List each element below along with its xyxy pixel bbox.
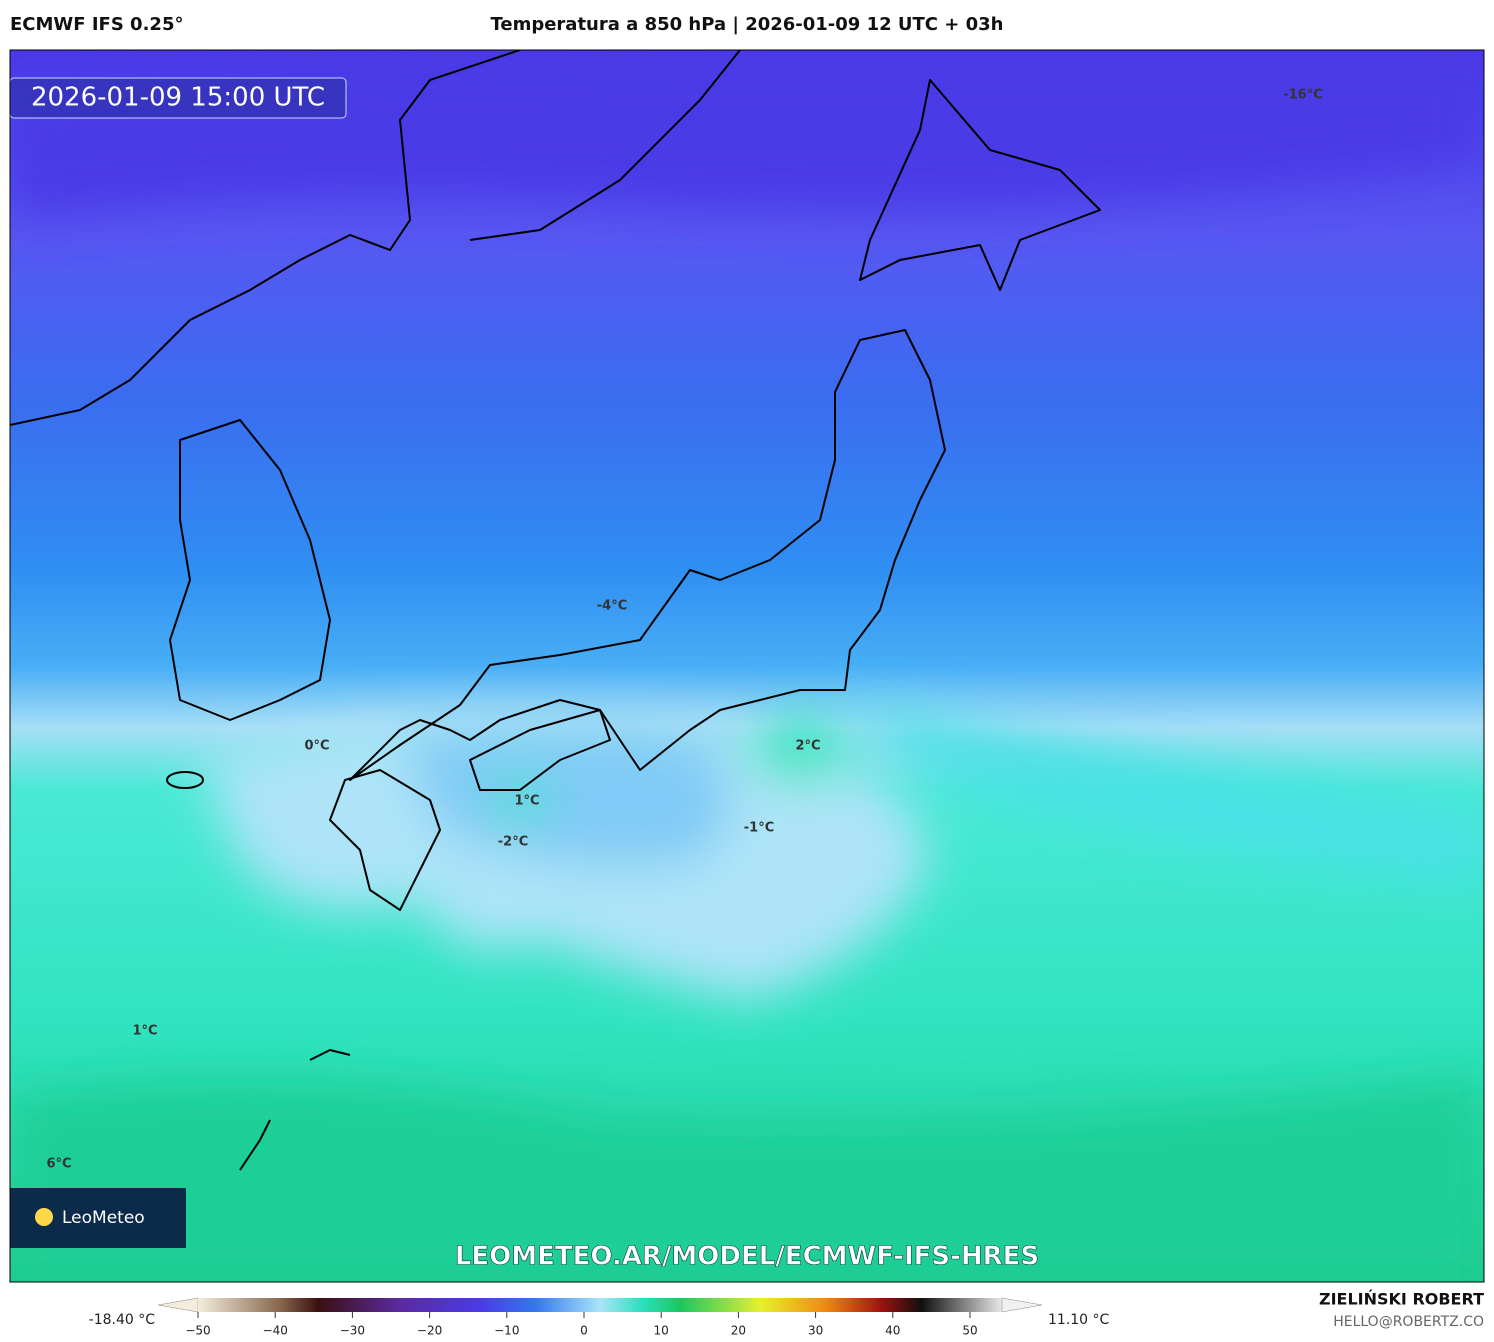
map-title: Temperatura a 850 hPa | 2026-01-09 12 UT… (490, 14, 1003, 35)
colorbar-min-label: -18.40 °C (89, 1312, 156, 1328)
colorbar-tick-label: −30 (340, 1324, 365, 1338)
map-frame (9, 49, 1485, 1283)
colorbar-tick-label: −20 (417, 1324, 442, 1338)
colorbar-tick-label: 50 (962, 1324, 977, 1338)
colorbar-tick-label: −40 (263, 1324, 288, 1338)
contour-label: -16°C (1283, 88, 1323, 103)
contour-label: 6°C (46, 1157, 71, 1172)
colorbar-max-arrow (1001, 1297, 1043, 1313)
logo: LeoMeteo (62, 1208, 145, 1228)
contour-label: 1°C (132, 1024, 157, 1039)
colorbar (157, 1297, 1043, 1313)
colorbar-min-arrow (157, 1297, 199, 1313)
colorbar-tick-label: 10 (654, 1324, 669, 1338)
contact: HELLO@ROBERTZ.CO (1333, 1314, 1484, 1330)
colorbar-tick-label: −50 (185, 1324, 210, 1338)
valid-time: 2026-01-09 15:00 UTC (31, 83, 325, 113)
colorbar-bar (198, 1298, 1002, 1312)
colorbar-tick-label: 30 (808, 1324, 823, 1338)
colorbar-max-label: 11.10 °C (1048, 1312, 1110, 1328)
author: ZIELIŃSKI ROBERT (1319, 1290, 1484, 1309)
contour-label: -4°C (597, 599, 627, 614)
colorbar-tick-label: 0 (580, 1324, 588, 1338)
logo-sun (35, 1208, 53, 1226)
contour-label: 0°C (304, 739, 329, 754)
colorbar-tick-label: −10 (494, 1324, 519, 1338)
temperature-field (10, 50, 1484, 1282)
contour-label: -1°C (744, 821, 774, 836)
source-url: LEOMETEO.AR/MODEL/ECMWF-IFS-HRES (455, 1242, 1039, 1272)
contour-label: 2°C (795, 739, 820, 754)
contour-label: -2°C (498, 835, 528, 850)
model-name: ECMWF IFS 0.25° (10, 14, 183, 35)
map: 2026-01-09 15:00 UTC -16°C -4°C 0°C 2°C … (10, 50, 1484, 1282)
colorbar-tick-label: 40 (885, 1324, 900, 1338)
contour-label: 1°C (514, 794, 539, 809)
colorbar-tick-label: 20 (731, 1324, 746, 1338)
coastlines (10, 50, 1101, 1171)
time-box (10, 77, 347, 119)
